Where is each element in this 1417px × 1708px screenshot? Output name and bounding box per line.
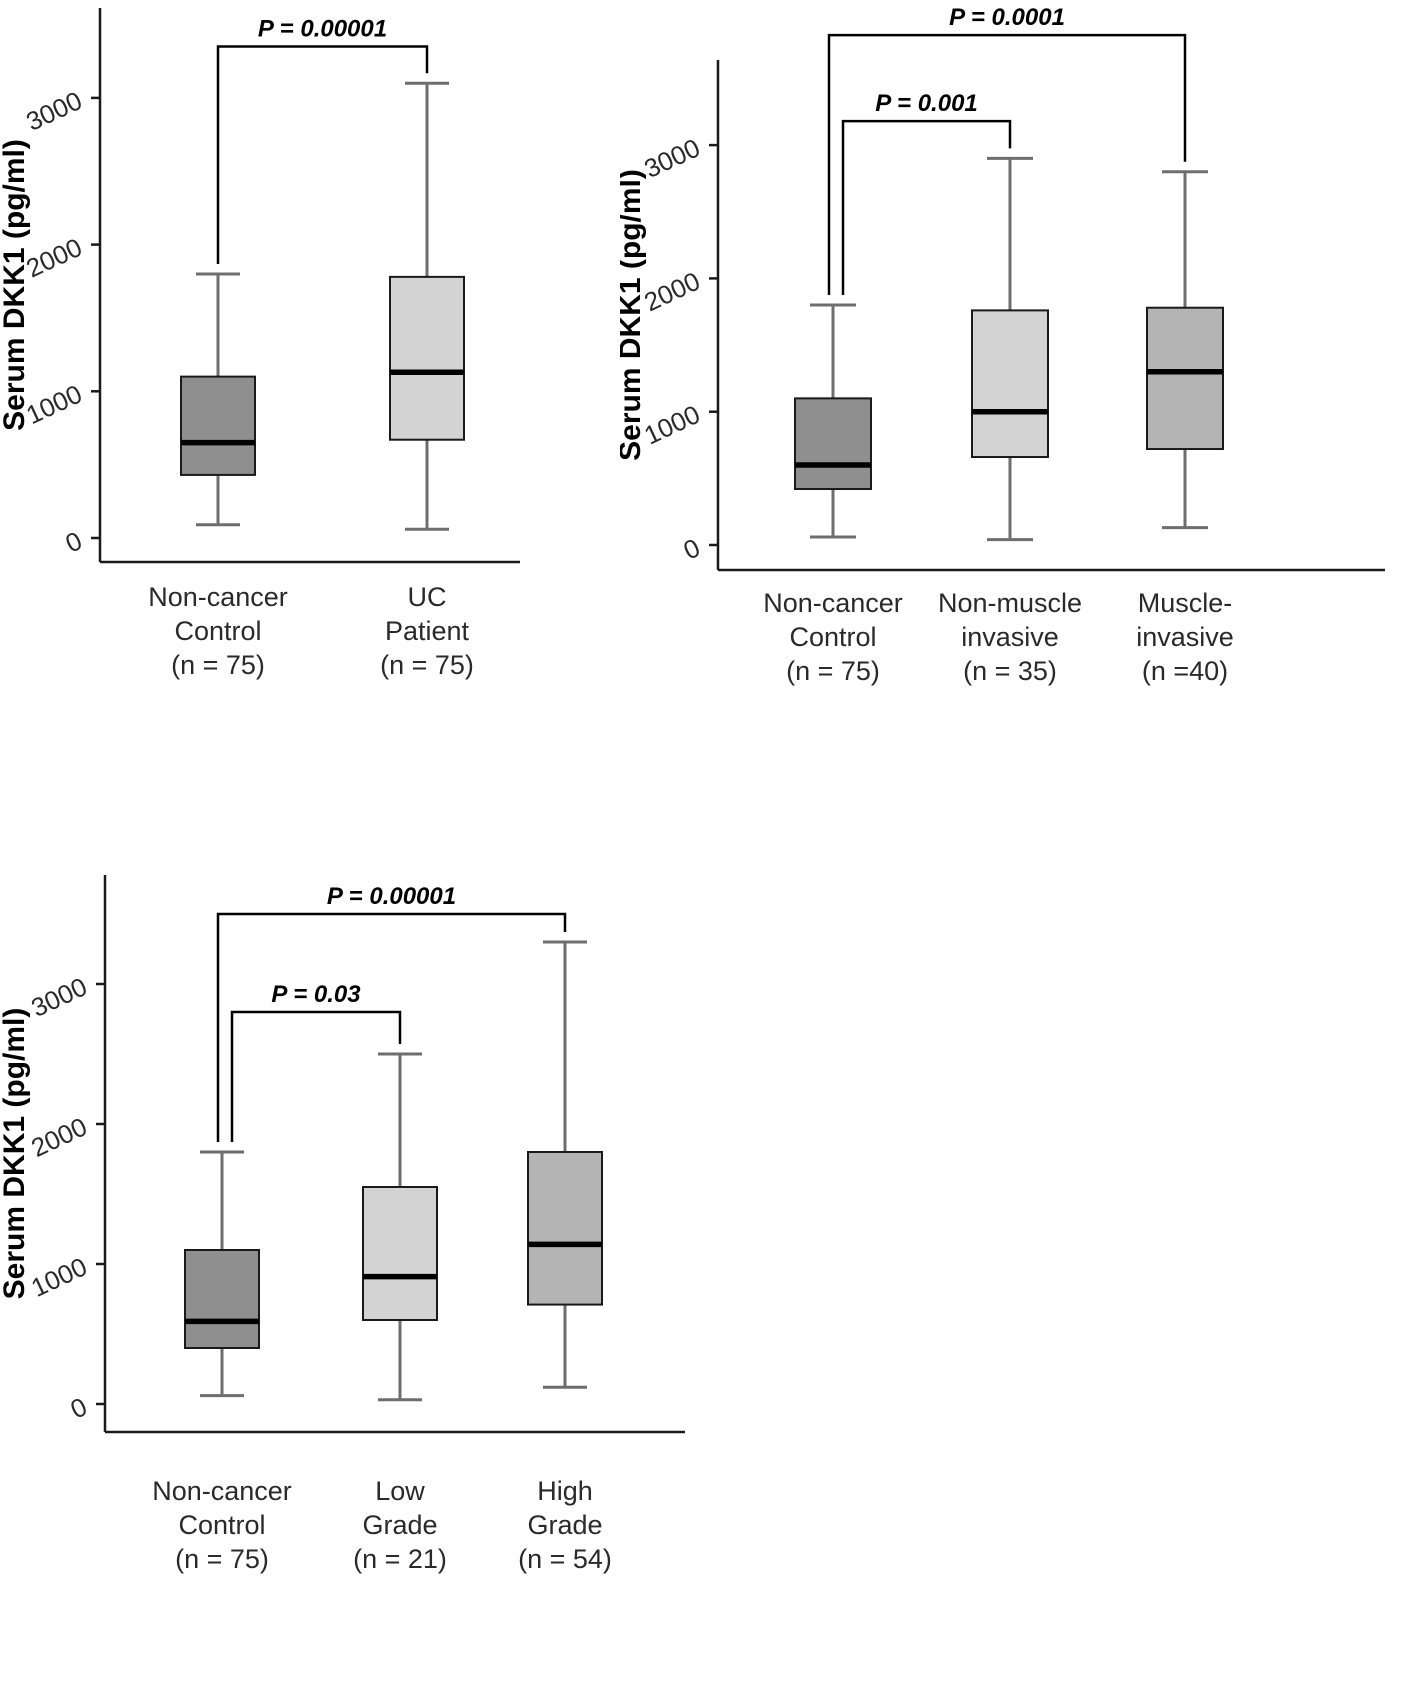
significance-bracket (216, 45, 429, 264)
significance-bracket (827, 33, 1187, 296)
category-label: invasive (961, 622, 1059, 652)
category-label: Control (789, 622, 876, 652)
category-label: Non-muscle (938, 588, 1082, 618)
category-label: Non-cancer (148, 582, 288, 612)
category-label: High (537, 1476, 593, 1506)
p-value-label: P = 0.00001 (327, 883, 456, 910)
y-tick-label: 3000 (26, 971, 91, 1023)
iqr-box (389, 275, 465, 441)
category-label: Muscle- (1138, 588, 1233, 618)
y-tick-label: 0 (66, 1391, 92, 1424)
panel-grade: 0 1000 2000 3000 Serum DKK1 (pg/ml) Non-cance… (0, 860, 720, 1708)
category-label: (n = 75) (786, 656, 880, 686)
significance-bracket (841, 119, 1012, 296)
iqr-box (527, 1151, 603, 1306)
y-axis-title: Serum DKK1 (pg/ml) (0, 139, 31, 431)
y-tick-label: 2000 (21, 232, 86, 284)
category-label: invasive (1136, 622, 1234, 652)
iqr-box (794, 397, 872, 491)
iqr-box (184, 1249, 260, 1349)
p-value-label: P = 0.0001 (949, 4, 1065, 31)
category-label: (n = 75) (175, 1544, 269, 1574)
category-label: Low (375, 1476, 425, 1506)
significance-bracket (216, 912, 567, 1142)
category-label: Grade (362, 1510, 437, 1540)
category-label: Control (178, 1510, 265, 1540)
y-tick-label: 3000 (21, 85, 86, 137)
category-label: (n = 75) (380, 650, 474, 680)
category-label: (n =40) (1142, 656, 1228, 686)
y-tick-label: 2000 (26, 1111, 91, 1163)
panel-invasiveness: 0 1000 2000 3000 Serum DKK1 (pg/ml) Non-cance… (620, 0, 1417, 780)
category-label: Non-cancer (152, 1476, 292, 1506)
p-value-label: P = 0.03 (271, 981, 361, 1008)
significance-bracket (230, 1010, 402, 1142)
y-axis-title: Serum DKK1 (pg/ml) (620, 169, 647, 461)
y-tick-label: 0 (679, 532, 705, 565)
category-label: (n = 21) (353, 1544, 447, 1574)
y-tick-label: 1000 (26, 1251, 91, 1303)
y-tick-label: 2000 (639, 266, 704, 318)
y-tick-label: 1000 (21, 379, 86, 431)
y-axis-title: Serum DKK1 (pg/ml) (0, 1008, 31, 1300)
p-value-label: P = 0.001 (875, 90, 978, 117)
category-label: (n = 54) (518, 1544, 612, 1574)
y-tick-label: 1000 (639, 399, 704, 451)
iqr-box (362, 1186, 438, 1321)
category-label: Patient (385, 616, 470, 646)
panel-control-vs-uc: 0 1000 2000 3000 Serum DKK1 (pg/ml) Non-cance… (0, 0, 560, 780)
y-tick-label: 0 (61, 525, 87, 558)
category-label: Non-cancer (763, 588, 903, 618)
iqr-box (180, 375, 256, 476)
category-label: Control (174, 616, 261, 646)
y-tick-label: 3000 (639, 132, 704, 184)
iqr-box (1146, 306, 1224, 451)
category-label: Grade (527, 1510, 602, 1540)
iqr-box (971, 309, 1049, 459)
category-label: (n = 35) (963, 656, 1057, 686)
p-value-label: P = 0.00001 (258, 16, 387, 43)
category-label: (n = 75) (171, 650, 265, 680)
category-label: UC (408, 582, 447, 612)
